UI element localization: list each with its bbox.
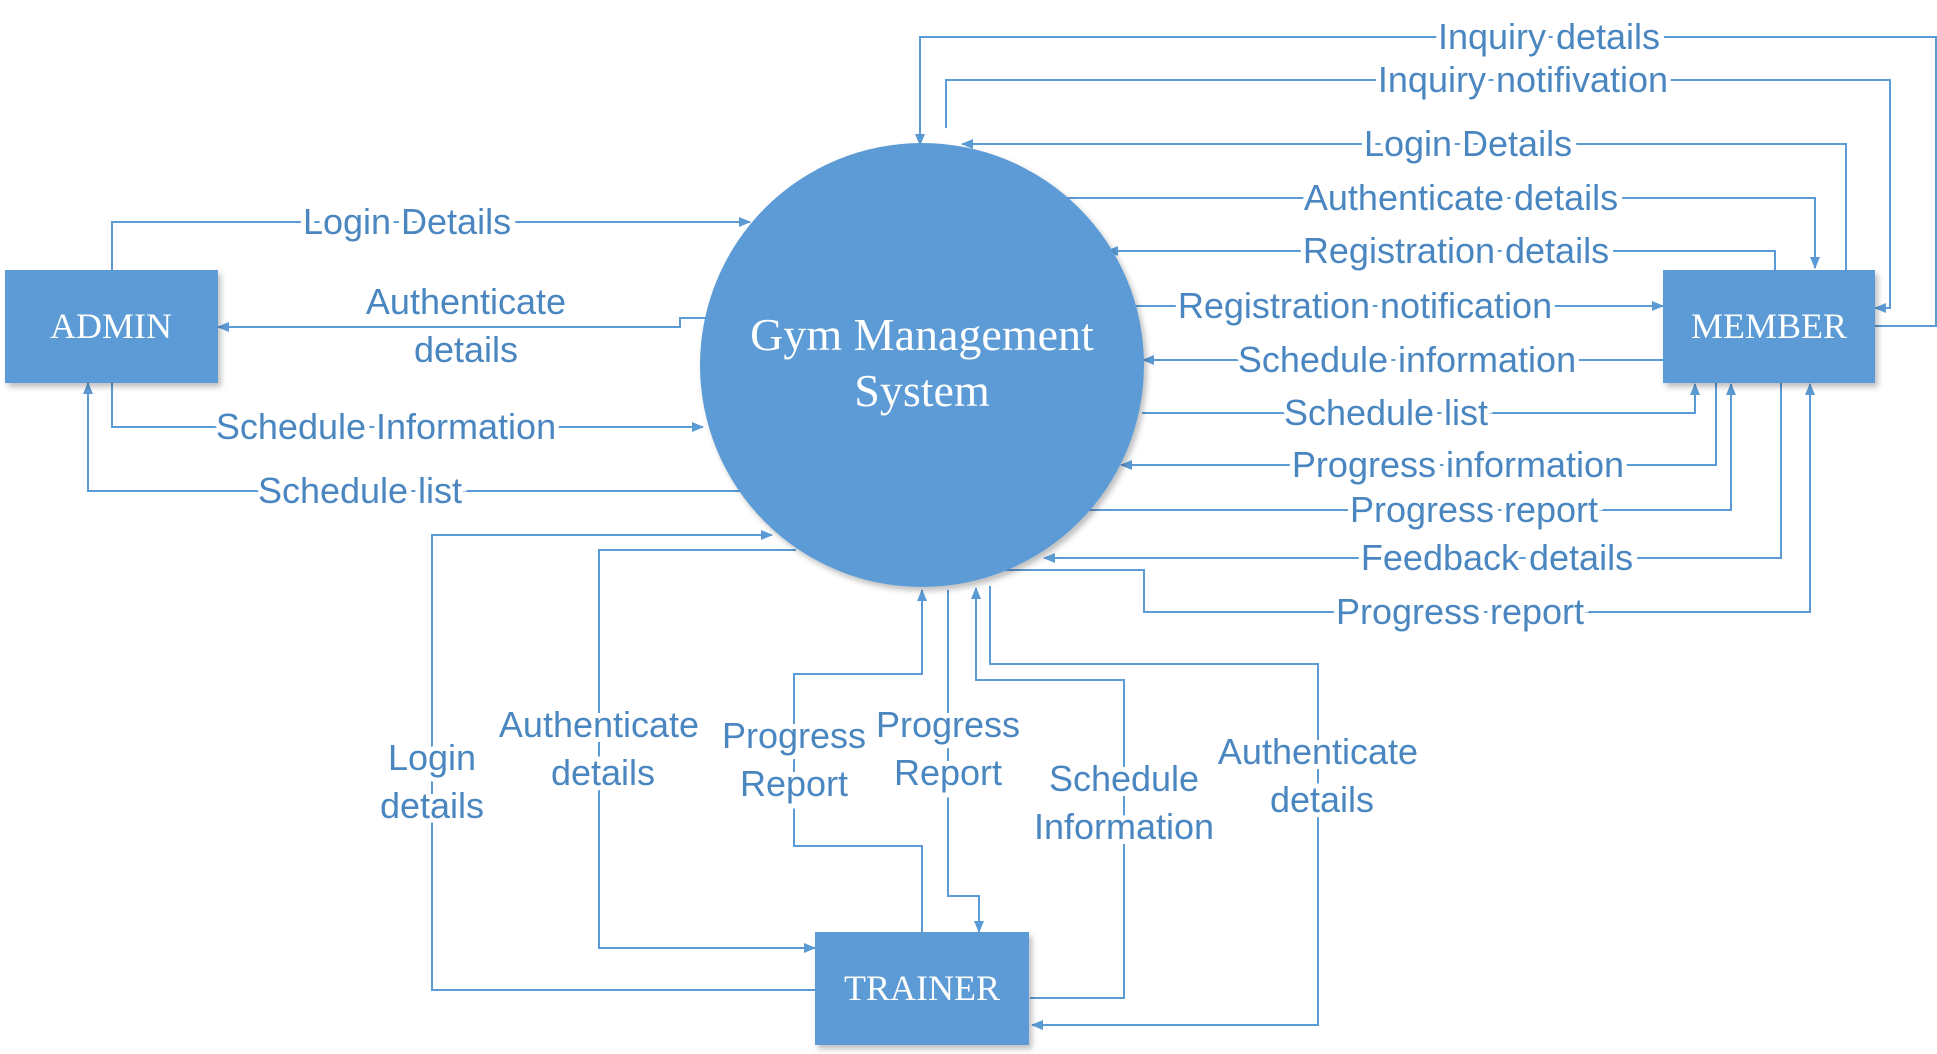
member-registration-notification-label: Registration notification bbox=[1178, 285, 1552, 326]
admin-auth-label-2: details bbox=[414, 329, 518, 370]
trainer-auth-out-label-1: Authenticate bbox=[1218, 731, 1418, 772]
admin-login-line bbox=[111, 217, 751, 270]
member-progress-info-line bbox=[1120, 382, 1717, 470]
trainer-progress-a-label-1: Progress bbox=[722, 715, 866, 756]
member-schedule-info-label: Schedule information bbox=[1238, 339, 1576, 380]
member-inquiry-details-label: Inquiry details bbox=[1438, 16, 1660, 57]
trainer-progress-b-line bbox=[947, 590, 984, 933]
trainer-schedule-label-2: Information bbox=[1034, 806, 1214, 847]
member-progress-report-label: Progress report bbox=[1350, 489, 1598, 530]
trainer-schedule-label-1: Schedule bbox=[1049, 758, 1199, 799]
member-login-label: Login Details bbox=[1364, 123, 1572, 164]
admin-schedule-info-label: Schedule Information bbox=[216, 406, 556, 447]
trainer-auth-label-2: details bbox=[551, 752, 655, 793]
trainer-auth-label-1: Authenticate bbox=[499, 704, 699, 745]
member-feedback-label: Feedback details bbox=[1361, 537, 1633, 578]
process-node: Gym Management System bbox=[700, 143, 1144, 587]
admin-schedule-info-line bbox=[111, 382, 704, 432]
trainer-login-label-2: details bbox=[380, 785, 484, 826]
admin-login-label: Login Details bbox=[303, 201, 511, 242]
member-registration-line bbox=[1106, 246, 1776, 270]
admin-label: ADMIN bbox=[50, 306, 172, 346]
admin-box bbox=[5, 270, 218, 383]
member-inquiry-details-line bbox=[915, 36, 1937, 327]
trainer-entity: TRAINER bbox=[815, 932, 1029, 1045]
trainer-login-label-1: Login bbox=[388, 737, 476, 778]
process-title-line2: System bbox=[854, 365, 990, 416]
admin-schedule-list-label: Schedule list bbox=[258, 470, 462, 511]
flow-labels: Login Details Authenticate details Sched… bbox=[211, 11, 1673, 852]
trainer-progress-b-label-2: Report bbox=[894, 752, 1002, 793]
member-auth-line bbox=[1063, 197, 1820, 269]
admin-auth-line bbox=[217, 317, 710, 332]
admin-auth-label-1: Authenticate bbox=[366, 281, 566, 322]
member-box bbox=[1663, 270, 1875, 383]
member-inquiry-notification-label: Inquiry notifivation bbox=[1378, 59, 1668, 100]
member-feedback-line bbox=[1043, 382, 1782, 563]
trainer-label: TRAINER bbox=[844, 968, 1000, 1008]
process-circle bbox=[700, 143, 1144, 587]
process-title-line1: Gym Management bbox=[750, 309, 1094, 360]
member-inquiry-notification-line bbox=[945, 79, 1891, 313]
member-entity: MEMBER bbox=[1663, 270, 1875, 383]
trainer-login-line bbox=[431, 530, 815, 991]
member-schedule-list-line bbox=[1142, 383, 1700, 414]
trainer-auth-out-label-2: details bbox=[1270, 779, 1374, 820]
admin-schedule-list-line bbox=[83, 382, 740, 492]
member-registration-label: Registration details bbox=[1303, 230, 1609, 271]
trainer-auth-out-line bbox=[989, 586, 1319, 1030]
member-label: MEMBER bbox=[1691, 306, 1847, 346]
member-progress-report-line bbox=[1086, 383, 1736, 511]
member-progress-report-2-line bbox=[1002, 383, 1815, 613]
member-auth-label: Authenticate details bbox=[1304, 177, 1618, 218]
member-login-line bbox=[961, 139, 1847, 270]
trainer-progress-a-line bbox=[793, 589, 927, 932]
trainer-auth-line bbox=[598, 549, 816, 953]
trainer-schedule-line bbox=[971, 587, 1125, 999]
member-schedule-list-label: Schedule list bbox=[1284, 392, 1488, 433]
trainer-progress-b-label-1: Progress bbox=[876, 704, 1020, 745]
admin-entity: ADMIN bbox=[5, 270, 218, 383]
member-progress-info-label: Progress information bbox=[1292, 444, 1624, 485]
trainer-progress-a-label-2: Report bbox=[740, 763, 848, 804]
connectors bbox=[83, 36, 1937, 1030]
member-progress-report-2-label: Progress report bbox=[1336, 591, 1584, 632]
trainer-box bbox=[815, 932, 1029, 1045]
